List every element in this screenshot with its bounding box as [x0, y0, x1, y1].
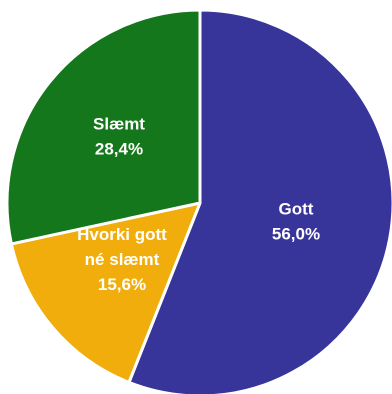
pie-labels: Gott 56,0% Hvorki gott né slæmt 15,6% Slæmt 28… — [77, 115, 320, 295]
pie-slice-value-label: 28,4% — [95, 140, 143, 159]
pie-slice-2 — [5, 8, 202, 246]
pie-slice-label-0: Gott 56,0% — [272, 200, 320, 244]
pie-slices — [5, 8, 392, 394]
pie-slice-0 — [127, 8, 392, 394]
pie-slice-category-label: Slæmt — [93, 115, 145, 134]
pie-slice-label-2: Slæmt 28,4% — [93, 115, 145, 159]
pie-slice-value-label: 15,6% — [98, 275, 146, 294]
pie-slice-category-label: Gott — [279, 200, 314, 219]
pie-slice-1 — [9, 201, 202, 384]
pie-slice-category-label: Hvorki gott — [77, 225, 167, 244]
pie-slice-value-label: 56,0% — [272, 225, 320, 244]
pie-slice-label-1: Hvorki gott né slæmt 15,6% — [77, 225, 167, 294]
pie-slice-category-label: né slæmt — [85, 250, 160, 269]
